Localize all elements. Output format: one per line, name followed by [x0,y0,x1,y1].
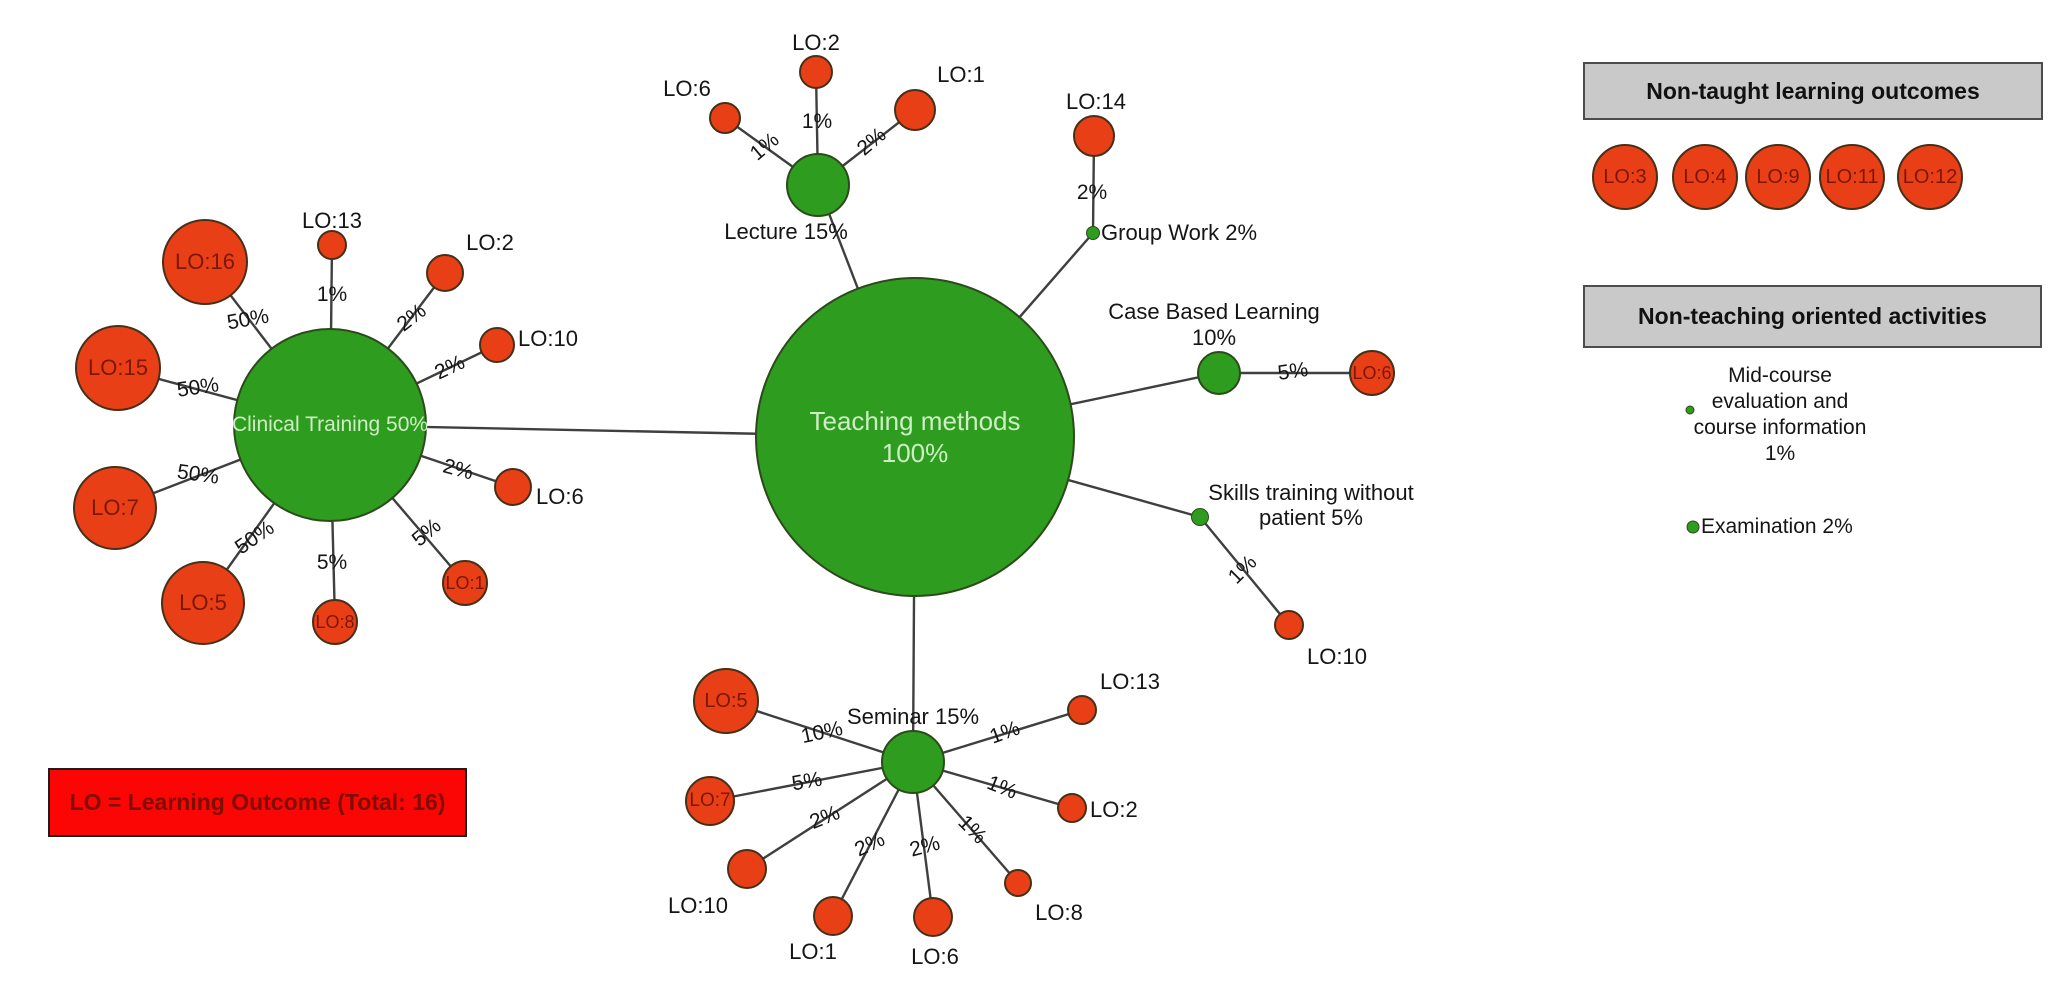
node-seminar-lo8 [1004,869,1032,897]
node-lecture-lo2 [799,55,833,89]
lo16-label: LO:16 [175,249,235,274]
non-teaching-header: Non-teaching oriented activities [1583,285,2042,348]
nontaught-lo11-label: LO:11 [1825,165,1879,188]
clinical-lo2-label: LO:2 [466,230,514,255]
node-nontaught-lo3: LO:3 [1592,144,1658,210]
nontaught-lo9-label: LO:9 [1756,165,1800,188]
node-groupwork-lo14 [1073,115,1115,157]
node-clinical-lo13 [317,230,347,260]
node-seminar [881,730,945,794]
pct-clinical-lo8: 5% [316,551,348,574]
lecture-lo2-label: LO:2 [792,30,840,55]
lecture-lo1-label: LO:1 [937,62,985,87]
examination-dot [1686,520,1700,534]
node-clinical-lo7: LO:7 [73,466,157,550]
clinical-training-label: Clinical Training 50% [231,412,429,436]
seminar-lo2-label: LO:2 [1090,797,1138,822]
seminar-lo6-label: LO:6 [911,944,959,969]
node-clinical-lo6 [494,468,532,506]
node-clinical-lo1: LO:1 [442,560,488,606]
node-clinical-lo2 [426,254,464,292]
clinical-lo13-label: LO:13 [302,208,362,233]
node-seminar-lo5: LO:5 [693,668,759,734]
node-lecture-lo6 [709,102,741,134]
node-clinical-lo15: LO:15 [75,325,161,411]
node-teaching-methods: Teaching methods 100% [755,277,1075,597]
pct-lecture-lo2: 1% [801,110,833,133]
edge-skills-lo10 [1199,516,1290,626]
case-based-label-line2: 10% [1191,325,1237,350]
node-nontaught-lo4: LO:4 [1672,144,1738,210]
case-based-label-line1: Case Based Learning [1108,299,1320,324]
nontaught-lo4-label: LO:4 [1683,165,1727,188]
node-clinical-lo10 [479,327,515,363]
node-lecture [786,153,850,217]
seminar-lo8-label: LO:8 [1035,900,1083,925]
node-casebased-lo6: LO:6 [1349,350,1395,396]
pct-clinical-lo13: 1% [316,283,348,306]
casebased-lo6-label: LO:6 [1352,362,1392,383]
node-clinical-training: Clinical Training 50% [231,328,429,522]
lo8-label: LO:8 [315,611,355,632]
seminar-lo13-label: LO:13 [1100,669,1160,694]
non-teaching-header-label: Non-teaching oriented activities [1638,303,1987,329]
groupwork-lo14-label: LO:14 [1066,89,1126,114]
lo5-label: LO:5 [179,590,227,615]
node-seminar-lo10 [727,849,767,889]
nontaught-lo12-label: LO:12 [1902,165,1958,188]
node-seminar-lo6 [913,897,953,937]
node-group-work [1086,226,1100,240]
non-taught-header: Non-taught learning outcomes [1583,62,2043,120]
seminar-lo5-label: LO:5 [704,689,748,712]
skills-lo10-label: LO:10 [1307,644,1367,669]
lecture-label: Lecture 15% [724,219,848,244]
node-clinical-lo16: LO:16 [162,219,248,305]
node-nontaught-lo9: LO:9 [1745,144,1811,210]
node-seminar-lo7: LO:7 [685,776,735,826]
node-case-based [1197,351,1241,395]
lo7-label: LO:7 [91,495,139,520]
pct-casebased-lo6: 5% [1276,358,1310,386]
node-nontaught-lo11: LO:11 [1819,144,1885,210]
seminar-lo10-label: LO:10 [668,893,728,918]
lo-note-label: LO = Learning Outcome (Total: 16) [69,789,446,815]
skills-label-line2: patient 5% [1259,505,1363,530]
examination-label: Examination 2% [1701,515,1853,538]
seminar-label: Seminar 15% [846,704,980,729]
skills-label-line1: Skills training without [1208,480,1414,505]
lo-note-box: LO = Learning Outcome (Total: 16) [48,768,467,837]
node-clinical-lo8: LO:8 [312,599,358,645]
group-work-label: Group Work 2% [1101,220,1258,245]
node-seminar-lo13 [1067,695,1097,725]
node-clinical-lo5: LO:5 [161,561,245,645]
teaching-methods-label: Teaching methods 100% [809,405,1021,469]
edge-seminar-lo10 [746,760,914,871]
midcourse-label: Mid-course evaluation and course informa… [1693,364,1867,465]
clinical-lo6-label: LO:6 [536,484,584,509]
nontaught-lo3-label: LO:3 [1603,165,1647,188]
midcourse-dot [1685,405,1695,415]
node-skills-lo10 [1274,610,1304,640]
node-lecture-lo1 [894,89,936,131]
lo15-label: LO:15 [88,355,148,380]
clinical-lo10-label: LO:10 [518,326,578,351]
pct-groupwork-lo14: 2% [1076,181,1108,204]
lo1-label: LO:1 [445,572,485,593]
non-taught-header-label: Non-taught learning outcomes [1646,77,1980,104]
seminar-lo1-label: LO:1 [789,939,837,964]
lecture-lo6-label: LO:6 [663,76,711,101]
node-seminar-lo1 [813,896,853,936]
node-skills-training [1191,508,1209,526]
node-seminar-lo2 [1057,793,1087,823]
node-nontaught-lo12: LO:12 [1897,144,1963,210]
seminar-lo7-label: LO:7 [689,790,731,811]
edge-seminar-lo7 [709,760,914,803]
